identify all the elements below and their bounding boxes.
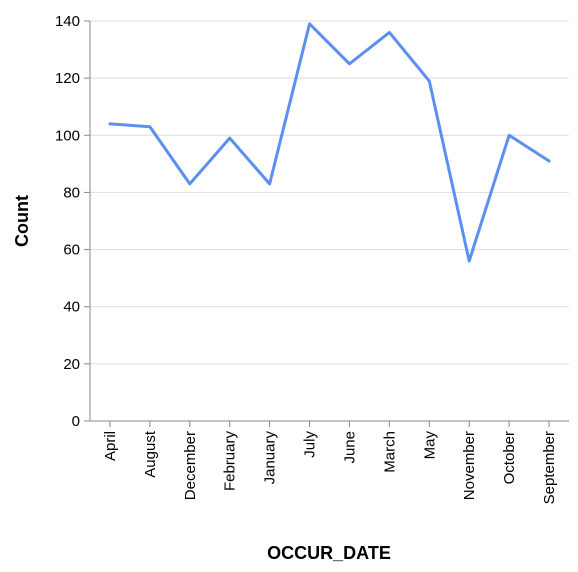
y-tick-label: 140 <box>55 13 80 30</box>
axes: 0 20 40 60 80 100 120 140 April August December Feb… <box>55 13 569 504</box>
gridlines <box>90 20 569 422</box>
x-tick-label: July <box>302 431 319 458</box>
series-line <box>108 22 551 263</box>
x-tick-label: August <box>142 430 159 478</box>
x-tick-label: January <box>262 431 279 485</box>
x-tick-label: March <box>381 431 398 473</box>
x-axis-title: OCCUR_DATE <box>267 543 391 563</box>
y-tick-label: 0 <box>72 413 80 430</box>
x-tick-label: May <box>421 431 438 460</box>
y-axis-title: Count <box>12 195 32 247</box>
y-tick-label: 60 <box>63 242 80 259</box>
y-tick-label: 20 <box>63 356 80 373</box>
series-layer <box>108 22 551 263</box>
x-tick-label: April <box>102 431 119 461</box>
x-tick-label: October <box>501 431 518 484</box>
x-tick-label: November <box>461 431 478 500</box>
x-tick-label: February <box>222 431 239 492</box>
y-tick-label: 40 <box>63 299 80 316</box>
x-tick-label: September <box>541 431 558 504</box>
y-tick-label: 120 <box>55 70 80 87</box>
x-tick-label: June <box>341 431 358 464</box>
x-tick-label: December <box>182 431 199 500</box>
y-tick-label: 100 <box>55 127 80 144</box>
y-tick-label: 80 <box>63 184 80 201</box>
